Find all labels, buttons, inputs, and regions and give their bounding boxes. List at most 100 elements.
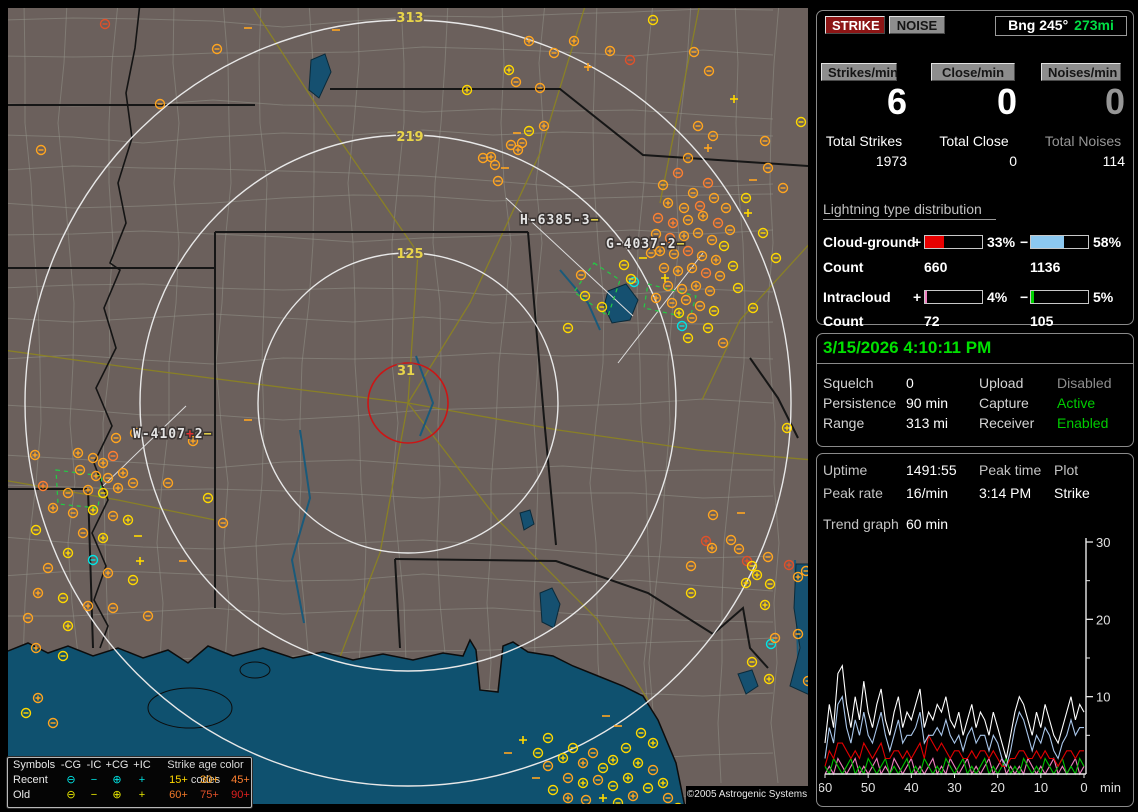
strike-symbol bbox=[162, 477, 174, 489]
strike-symbol bbox=[211, 43, 223, 55]
uptime-row: Uptime 1491:55 Peak time Plot bbox=[817, 462, 1133, 480]
close-per-min-button[interactable]: Close/min bbox=[931, 63, 1015, 81]
strike-symbol bbox=[127, 477, 139, 489]
strike-symbol bbox=[567, 742, 579, 754]
uptime-label: Uptime bbox=[823, 462, 868, 478]
strike-symbol bbox=[682, 245, 694, 257]
strike-symbol bbox=[575, 269, 587, 281]
strike-symbol bbox=[697, 210, 709, 222]
strike-symbol bbox=[702, 177, 714, 189]
strike-symbol bbox=[99, 18, 111, 30]
strike-symbol bbox=[657, 777, 669, 789]
strikes-per-min-button[interactable]: Strikes/min bbox=[821, 63, 898, 81]
map-canvas: 313 219 125 31 H-6385-3− G-4037-2− W-4107+2− bbox=[8, 8, 808, 804]
strike-symbol bbox=[708, 305, 720, 317]
stats-trend-panel: Uptime 1491:55 Peak time Plot Peak rate … bbox=[816, 453, 1134, 807]
strike-symbol bbox=[706, 234, 718, 246]
strike-symbol bbox=[650, 292, 662, 304]
squelch-value: 0 bbox=[906, 375, 914, 391]
ic-positive-pct: 4% bbox=[987, 289, 1008, 305]
strike-symbol bbox=[67, 507, 79, 519]
strike-symbol bbox=[624, 54, 636, 66]
strike-symbol bbox=[783, 559, 795, 571]
strike-symbol bbox=[461, 84, 473, 96]
trend-graph: 10 20 30 60 50 40 30 20 10 0 min bbox=[819, 535, 1121, 795]
strike-symbol bbox=[694, 300, 706, 312]
strike-symbol bbox=[707, 509, 719, 521]
ic-negative-pct: 5% bbox=[1093, 289, 1114, 305]
noise-mode-button[interactable]: NOISE bbox=[889, 16, 945, 34]
ring-label: 313 bbox=[396, 11, 423, 26]
strike-symbol bbox=[568, 35, 580, 47]
strike-symbol bbox=[620, 742, 632, 754]
strike-symbol bbox=[20, 707, 32, 719]
upload-status: Disabled bbox=[1057, 375, 1112, 391]
strike-symbol bbox=[217, 517, 229, 529]
strike-symbol bbox=[107, 510, 119, 522]
ring-label: 31 bbox=[397, 364, 415, 379]
minus-sign: − bbox=[1020, 289, 1029, 305]
strike-symbol bbox=[688, 46, 700, 58]
strike-symbol bbox=[694, 200, 706, 212]
strike-symbol bbox=[505, 139, 517, 151]
trend-graph-label: Trend graph bbox=[823, 516, 899, 532]
noises-per-min-button[interactable]: Noises/min bbox=[1041, 63, 1121, 81]
strike-symbol bbox=[512, 144, 524, 156]
strike-symbol bbox=[647, 14, 659, 26]
total-close-value: 0 bbox=[1009, 153, 1017, 169]
storm-cell-label: G-4037-2− bbox=[606, 237, 685, 252]
strike-symbol bbox=[706, 542, 718, 554]
legend-col-neg-cg: -CG bbox=[60, 759, 82, 771]
strike-symbol bbox=[747, 302, 759, 314]
strike-symbol bbox=[759, 599, 771, 611]
minus-sign: − bbox=[1020, 234, 1029, 250]
strike-symbol bbox=[587, 747, 599, 759]
strike-symbol bbox=[579, 290, 591, 302]
cg-positive-pct: 33% bbox=[987, 234, 1016, 250]
strike-symbol bbox=[523, 35, 535, 47]
x-tick-label: 30 bbox=[947, 780, 961, 795]
strike-symbol bbox=[548, 47, 560, 59]
legend-age-title: Strike age color codes bbox=[167, 759, 244, 786]
strike-symbol bbox=[674, 802, 682, 804]
uptime-value: 1491:55 bbox=[906, 462, 957, 478]
receiver-label: Receiver bbox=[979, 415, 1035, 431]
noises-per-min-value: 0 bbox=[1104, 81, 1125, 122]
close-column: Close/min 0 Total Close 0 bbox=[931, 63, 1017, 183]
strike-symbol bbox=[503, 64, 515, 76]
strike-symbol bbox=[519, 736, 527, 744]
strike-symbol bbox=[129, 427, 141, 439]
legend-recent-row: Recent ⊖ − ⊕ + 15+ 30+ 45+ bbox=[8, 773, 251, 788]
lightning-map[interactable]: 313 219 125 31 H-6385-3− G-4037-2− W-4107+2− bbox=[8, 8, 808, 804]
strike-symbol bbox=[703, 65, 715, 77]
noises-column: Noises/min 0 Total Noises 114 bbox=[1041, 63, 1125, 183]
strike-mode-button[interactable]: STRIKE bbox=[825, 16, 885, 34]
strike-symbol bbox=[712, 217, 724, 229]
strike-symbol bbox=[102, 472, 114, 484]
strike-symbol bbox=[746, 560, 758, 572]
strike-symbol bbox=[154, 98, 166, 110]
strike-symbol bbox=[187, 435, 199, 447]
strike-symbol bbox=[792, 628, 804, 640]
storm-cell-label: W-4107+2− bbox=[133, 427, 212, 442]
total-strikes-label: Total Strikes bbox=[825, 133, 903, 149]
cg-positive-count: 660 bbox=[924, 259, 948, 275]
strike-symbol bbox=[32, 587, 44, 599]
strike-symbol bbox=[584, 63, 592, 71]
old-neg-cg-icon: ⊖ bbox=[66, 789, 76, 801]
plot-label: Plot bbox=[1054, 462, 1079, 478]
strike-symbol bbox=[668, 248, 680, 260]
trend-series-total bbox=[824, 663, 1085, 759]
x-tick-label: 60 bbox=[819, 780, 832, 795]
trend-series-pos-ic bbox=[824, 757, 1085, 776]
recent-neg-ic-icon: − bbox=[90, 774, 98, 786]
strike-symbol bbox=[577, 757, 589, 769]
close-per-min-value: 0 bbox=[996, 81, 1017, 122]
strike-symbol bbox=[762, 551, 774, 563]
strike-symbol bbox=[127, 574, 139, 586]
trend-row: Trend graph 60 min bbox=[817, 516, 1133, 534]
strike-symbol bbox=[662, 792, 674, 804]
strike-symbol bbox=[74, 464, 86, 476]
strikes-per-min-value: 6 bbox=[886, 81, 907, 122]
age-60: 60+ bbox=[169, 789, 188, 801]
